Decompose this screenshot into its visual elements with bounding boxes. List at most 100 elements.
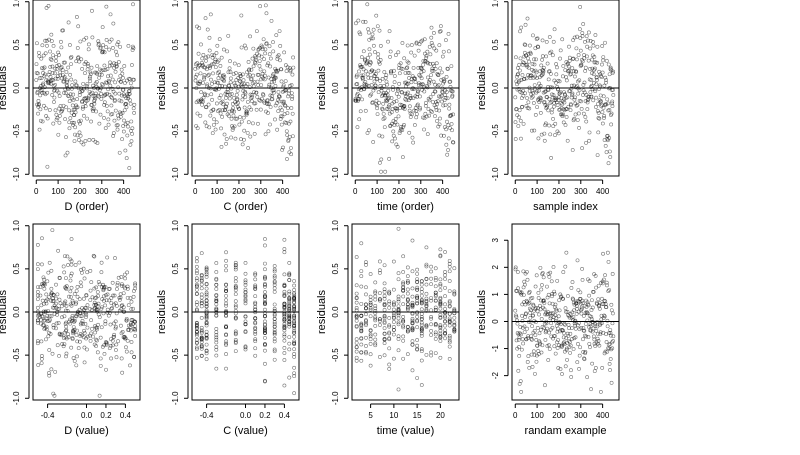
data-point — [217, 69, 221, 74]
data-point — [581, 83, 586, 87]
data-point — [378, 160, 382, 165]
data-point — [451, 140, 456, 145]
data-point — [376, 68, 381, 73]
data-point — [237, 107, 242, 111]
data-point — [391, 300, 396, 305]
data-point — [128, 296, 133, 301]
data-point — [356, 97, 361, 102]
data-point — [438, 282, 443, 286]
data-point — [292, 297, 297, 302]
data-point — [272, 313, 277, 318]
data-point — [226, 90, 230, 95]
data-point — [194, 276, 199, 281]
data-point — [104, 342, 109, 347]
data-point — [549, 49, 554, 54]
data-point — [577, 367, 581, 371]
data-point — [607, 361, 612, 366]
data-point — [377, 61, 382, 66]
data-point — [429, 282, 433, 287]
data-point — [123, 81, 127, 85]
data-point — [425, 132, 430, 137]
x-tick-label: 200 — [73, 187, 87, 196]
data-point — [597, 303, 602, 308]
data-point — [272, 309, 277, 314]
y-axis-title: residuals — [156, 289, 168, 334]
data-point — [443, 330, 447, 335]
x-tick-label: 0 — [34, 187, 39, 196]
data-point — [230, 127, 235, 132]
data-point — [111, 46, 115, 50]
data-point — [289, 146, 293, 150]
data-point — [102, 50, 107, 55]
data-point — [123, 336, 128, 341]
data-point — [600, 110, 605, 114]
data-point — [199, 90, 204, 95]
data-point — [578, 36, 583, 40]
data-point — [517, 108, 522, 113]
data-point — [436, 83, 441, 88]
data-point — [282, 312, 287, 317]
data-point — [567, 315, 572, 320]
data-point — [590, 57, 595, 62]
x-axis-title: randam example — [525, 425, 607, 437]
data-point — [263, 329, 267, 334]
data-point — [447, 102, 452, 107]
data-point — [39, 88, 44, 93]
data-point — [437, 29, 442, 34]
data-point — [519, 332, 523, 337]
data-point — [452, 322, 457, 327]
data-point — [282, 50, 287, 55]
data-point — [113, 69, 118, 74]
data-point — [100, 297, 105, 302]
data-point — [583, 115, 588, 119]
y-tick-label: 0.5 — [12, 39, 21, 51]
data-point — [574, 70, 579, 74]
data-point — [45, 90, 50, 95]
data-point — [575, 360, 580, 365]
data-point — [277, 29, 282, 34]
data-point — [55, 76, 60, 81]
data-point — [604, 305, 609, 309]
data-point — [525, 360, 530, 364]
data-point — [272, 331, 277, 336]
data-point — [81, 81, 86, 86]
y-tick-label: 1.0 — [491, 0, 500, 7]
data-point — [557, 308, 562, 313]
data-point — [391, 287, 396, 292]
data-point — [378, 58, 383, 62]
data-point — [55, 74, 60, 79]
data-point — [279, 122, 284, 127]
data-point — [375, 24, 380, 29]
data-point — [372, 69, 376, 74]
data-point — [91, 106, 96, 111]
data-point — [603, 349, 608, 354]
data-point — [115, 280, 120, 285]
data-point — [49, 291, 54, 296]
data-point — [78, 280, 83, 285]
data-point — [561, 112, 566, 117]
data-point — [42, 277, 47, 282]
data-point — [422, 37, 427, 42]
data-point — [522, 324, 527, 329]
data-point — [529, 128, 534, 133]
data-point — [434, 108, 439, 112]
data-point — [224, 303, 228, 308]
data-point — [101, 43, 106, 48]
data-point — [442, 78, 447, 83]
data-point — [63, 153, 68, 158]
data-point — [589, 94, 594, 99]
data-point — [526, 336, 530, 341]
data-point — [292, 352, 297, 356]
data-point — [243, 287, 248, 292]
data-point — [56, 321, 61, 325]
data-point — [380, 77, 385, 81]
data-point — [389, 69, 394, 74]
data-point — [371, 43, 376, 48]
data-point — [554, 62, 559, 66]
data-point — [443, 270, 447, 274]
data-point — [604, 280, 609, 285]
data-point — [586, 97, 591, 101]
data-point — [424, 291, 429, 296]
data-point — [61, 264, 66, 269]
data-point — [405, 280, 410, 285]
